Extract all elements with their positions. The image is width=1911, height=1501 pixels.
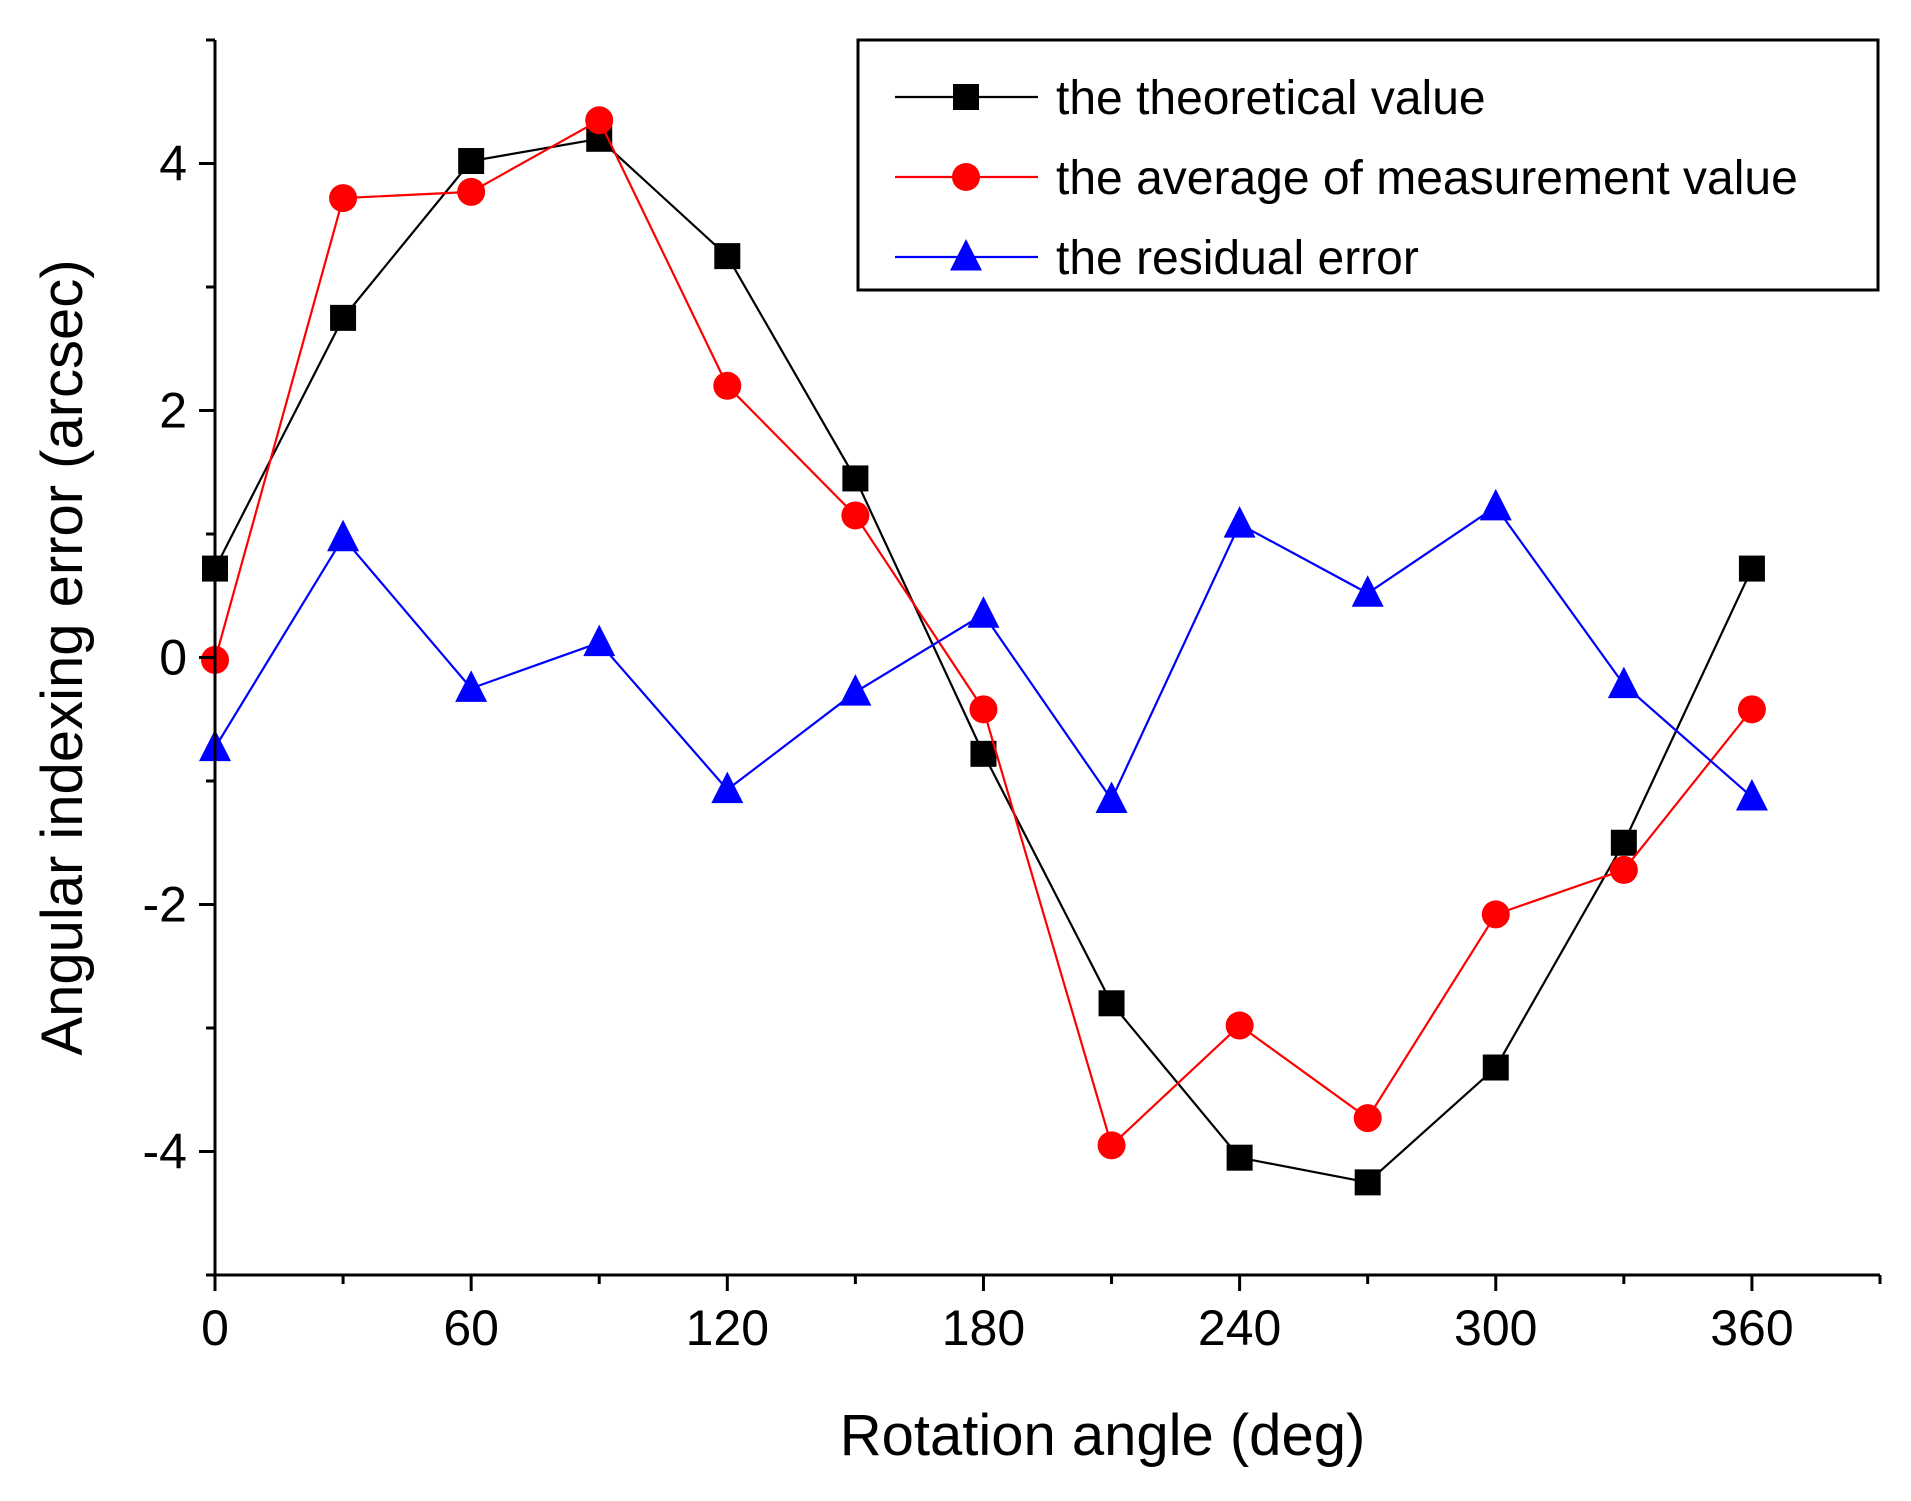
x-tick-label: 120 bbox=[686, 1300, 769, 1356]
data-point bbox=[1737, 695, 1766, 724]
data-point bbox=[841, 501, 870, 530]
data-point bbox=[713, 371, 742, 400]
legend-marker bbox=[953, 84, 979, 110]
data-point bbox=[458, 148, 485, 175]
axes-layer: 0 60 120 180 240 300 360 -4 -2 0 2 4 Rotation angle … bbox=[30, 38, 1882, 1468]
y-tick-label: -2 bbox=[143, 877, 187, 933]
legend-label: the average of measurement value bbox=[1056, 152, 1798, 205]
x-axis-title: Rotation angle (deg) bbox=[840, 1403, 1366, 1468]
data-point bbox=[1098, 990, 1125, 1017]
data-point bbox=[583, 624, 616, 657]
legend-marker bbox=[952, 163, 980, 191]
data-point bbox=[711, 771, 744, 804]
x-tick-label: 360 bbox=[1710, 1300, 1793, 1356]
data-point bbox=[1225, 1011, 1254, 1040]
data-point bbox=[455, 670, 488, 702]
legend-box bbox=[856, 38, 1880, 292]
x-tick-label: 0 bbox=[201, 1300, 229, 1356]
series-circle-group bbox=[201, 106, 1766, 1160]
y-axis-title: Angular indexing error (arcsec) bbox=[30, 259, 95, 1055]
data-point bbox=[1609, 855, 1638, 884]
y-tick-label: 2 bbox=[159, 383, 187, 439]
data-point bbox=[329, 184, 358, 213]
data-point bbox=[1226, 1144, 1253, 1171]
x-tick-label: 60 bbox=[443, 1300, 499, 1356]
data-point bbox=[1353, 1104, 1382, 1133]
legend-label: the theoretical value bbox=[1056, 72, 1486, 125]
series-line bbox=[214, 137, 1753, 1184]
data-point bbox=[457, 177, 486, 206]
data-point bbox=[1738, 555, 1765, 582]
y-tick-label: -4 bbox=[143, 1124, 187, 1180]
data-point bbox=[327, 519, 360, 552]
x-tick-label: 240 bbox=[1198, 1300, 1281, 1356]
series-triangle-group bbox=[199, 488, 1768, 814]
data-point bbox=[1610, 829, 1637, 856]
data-point bbox=[967, 596, 1000, 628]
data-point bbox=[1097, 1131, 1126, 1160]
data-point bbox=[970, 740, 997, 767]
data-point bbox=[1481, 900, 1510, 929]
data-point bbox=[842, 465, 869, 492]
data-point bbox=[1735, 779, 1768, 811]
data-point bbox=[1351, 575, 1384, 607]
data-point bbox=[1607, 666, 1640, 699]
data-point bbox=[1479, 488, 1512, 521]
data-point bbox=[330, 304, 357, 331]
data-point bbox=[714, 243, 741, 270]
data-point bbox=[585, 106, 614, 135]
y-tick-label: 4 bbox=[159, 136, 187, 192]
x-tick-label: 300 bbox=[1454, 1300, 1537, 1356]
data-point bbox=[839, 674, 872, 706]
data-point bbox=[1354, 1169, 1381, 1196]
legend-label: the residual error bbox=[1056, 232, 1419, 285]
x-tick-label: 180 bbox=[942, 1300, 1025, 1356]
data-point bbox=[1095, 781, 1128, 814]
data-point bbox=[969, 695, 998, 724]
series-layer bbox=[199, 106, 1768, 1196]
y-tick-label: 0 bbox=[159, 630, 187, 686]
data-point bbox=[1223, 506, 1256, 538]
legend: the theoretical value the average of meas… bbox=[856, 38, 1880, 292]
data-point bbox=[1482, 1054, 1509, 1081]
legend-marker bbox=[950, 239, 982, 271]
